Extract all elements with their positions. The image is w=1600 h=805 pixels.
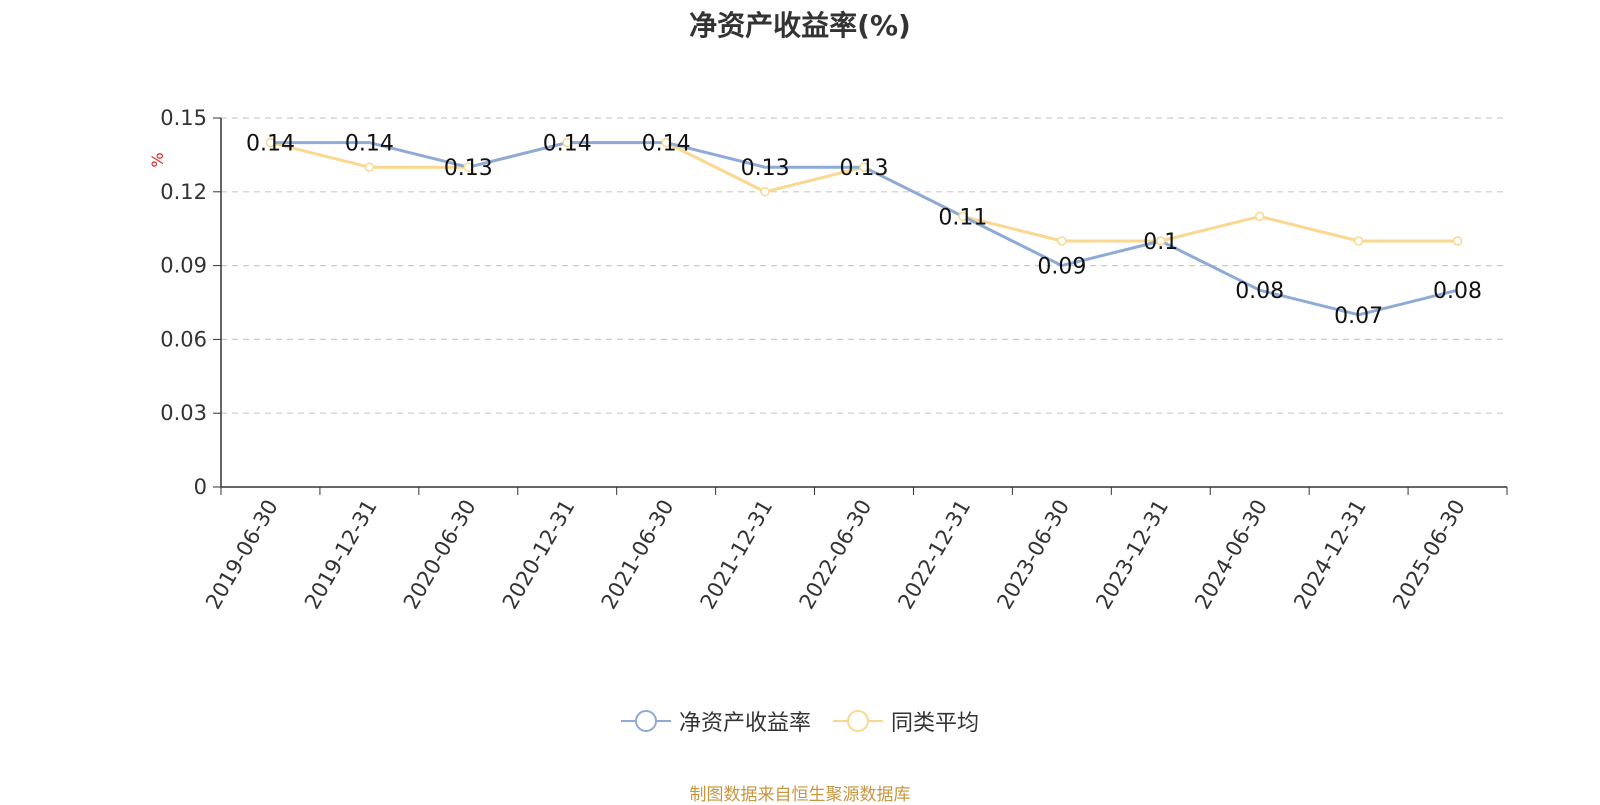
chart-title: 净资产收益率(%) bbox=[689, 9, 911, 42]
data-point-peer-average bbox=[1452, 236, 1463, 246]
data-label: 0.1 bbox=[1143, 230, 1178, 255]
data-label: 0.14 bbox=[345, 132, 394, 157]
x-tick-label: 2019-12-31 bbox=[300, 496, 382, 614]
x-tick-label: 2023-12-31 bbox=[1091, 496, 1173, 614]
data-label: 0.13 bbox=[444, 156, 493, 181]
data-point-peer-average bbox=[265, 137, 276, 148]
x-tick-label: 2021-12-31 bbox=[696, 496, 778, 614]
y-tick-label: 0.09 bbox=[160, 254, 207, 278]
legend-label-peer-average: 同类平均 bbox=[891, 711, 980, 736]
data-label: 0.13 bbox=[840, 156, 889, 181]
data-label: 0.08 bbox=[1235, 279, 1284, 304]
data-label: 0.08 bbox=[1433, 279, 1482, 304]
data-point-peer-average bbox=[463, 162, 474, 172]
legend-item-roe[interactable]: 净资产收益率 bbox=[620, 705, 811, 737]
data-point-peer-average bbox=[1353, 236, 1364, 246]
legend: 净资产收益率 同类平均 bbox=[0, 705, 1600, 737]
x-tick-label: 2019-06-30 bbox=[201, 496, 283, 614]
x-tick-label: 2021-06-30 bbox=[597, 496, 679, 614]
data-label: 0.09 bbox=[1037, 255, 1086, 280]
y-tick-label: 0.06 bbox=[160, 327, 207, 351]
data-point-peer-average bbox=[661, 137, 671, 148]
data-point-peer-average bbox=[1057, 236, 1067, 246]
y-axis-unit-label: % bbox=[148, 152, 167, 167]
legend-marker-peer-average-icon bbox=[833, 710, 883, 732]
line-chart: 0 0.03 0.06 0.09 0.12 0.15% 2019-06-30 2019-12-… bbox=[148, 106, 1508, 614]
x-tick-label: 2022-12-31 bbox=[893, 496, 975, 614]
data-point-peer-average bbox=[760, 187, 770, 197]
data-label: 0.14 bbox=[642, 132, 691, 157]
x-tick-label: 2023-06-30 bbox=[992, 496, 1074, 614]
data-point-peer-average bbox=[958, 211, 968, 222]
data-point-peer-average bbox=[1156, 236, 1166, 246]
legend-label-roe: 净资产收益率 bbox=[678, 711, 811, 736]
data-label: 0.14 bbox=[246, 132, 295, 157]
x-tick-label: 2024-06-30 bbox=[1190, 496, 1272, 614]
y-tick-label: 0 bbox=[194, 475, 207, 499]
data-point-peer-average bbox=[1254, 211, 1265, 222]
data-label: 0.11 bbox=[938, 205, 987, 230]
data-point-peer-average bbox=[859, 162, 869, 172]
y-tick-label: 0.12 bbox=[160, 180, 207, 204]
data-point-peer-average bbox=[364, 162, 375, 172]
legend-item-peer-average[interactable]: 同类平均 bbox=[833, 705, 979, 737]
x-tick-label: 2020-06-30 bbox=[399, 496, 481, 614]
data-label: 0.07 bbox=[1334, 304, 1383, 329]
x-tick-label: 2024-12-31 bbox=[1289, 496, 1371, 614]
y-tick-label: 0.03 bbox=[160, 401, 207, 425]
x-tick-label: 2020-12-31 bbox=[498, 496, 580, 614]
x-tick-label: 2025-06-30 bbox=[1388, 496, 1470, 614]
data-label: 0.13 bbox=[741, 156, 790, 181]
x-tick-label: 2022-06-30 bbox=[795, 496, 877, 614]
y-tick-label: 0.15 bbox=[160, 106, 207, 130]
source-note: 制图数据来自恒生聚源数据库 bbox=[689, 785, 911, 805]
data-label: 0.14 bbox=[543, 132, 592, 157]
data-point-peer-average bbox=[562, 137, 572, 148]
legend-marker-roe-icon bbox=[620, 710, 671, 732]
